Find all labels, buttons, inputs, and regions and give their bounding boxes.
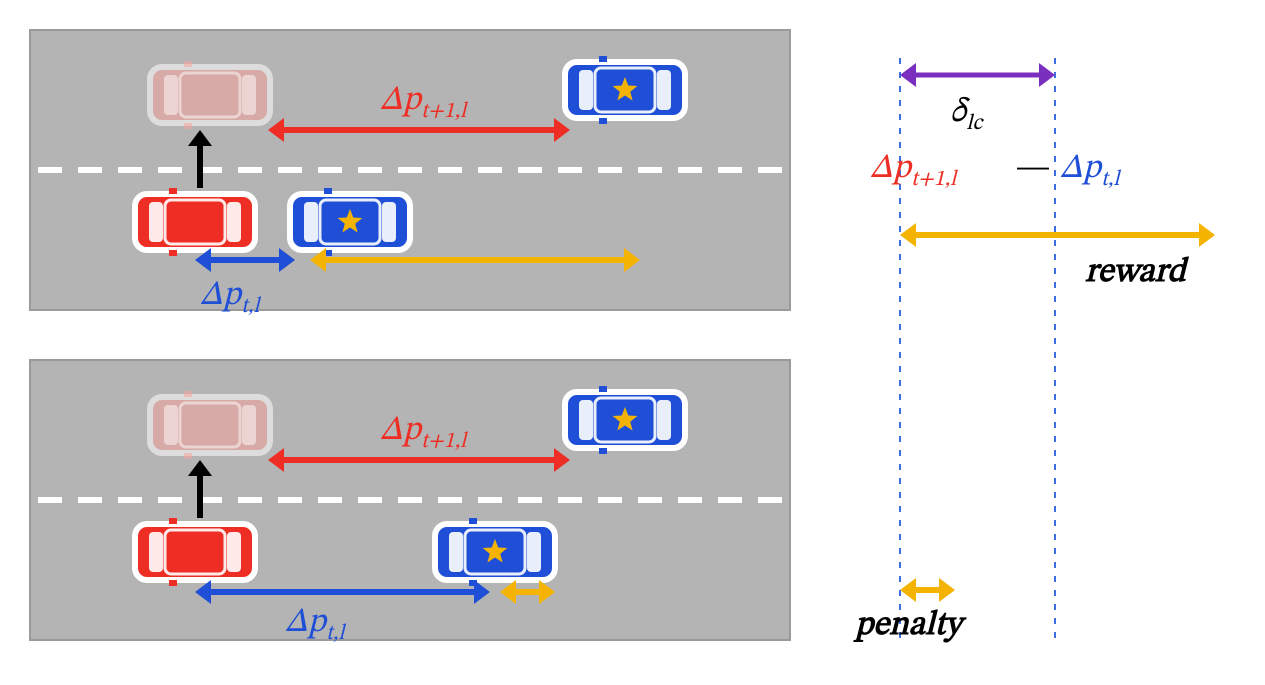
arrow-legend_penalty: [900, 578, 955, 602]
delta-p-text: Δp: [380, 84, 421, 118]
label-dp-next-top: Δpt+1,l: [380, 80, 466, 126]
delta-p-text: Δp: [870, 152, 911, 186]
car-bot_blue_far: [565, 386, 685, 454]
label-eq-minus: —: [1016, 148, 1050, 191]
car-bot_blue_near: [435, 518, 555, 586]
minus-sign: —: [1016, 152, 1050, 186]
label-dp-next-bottom: Δpt+1,l: [380, 410, 466, 456]
diagram-svg: [0, 0, 1265, 685]
label-dp-cur-top: Δpt,l: [200, 275, 259, 321]
arrow-legend_reward: [900, 223, 1215, 247]
delta-sym: δ: [950, 96, 966, 130]
diagram-canvas: Δpt+1,l Δpt,l Δpt+1,l Δpt,l δlc Δpt+1,l …: [0, 0, 1265, 685]
car-top_blue_near: [290, 188, 410, 256]
label-reward: reward: [1085, 252, 1186, 295]
subscript: t+1,l: [421, 101, 466, 123]
delta-p-text: Δp: [1060, 152, 1101, 186]
label-eq-rhs: Δpt,l: [1060, 148, 1119, 194]
subscript: t+1,l: [421, 431, 466, 453]
label-delta-lc: δlc: [950, 92, 982, 138]
car-bot_red: [135, 518, 255, 586]
subscript: t,l: [241, 296, 260, 318]
label-dp-cur-bottom: Δpt,l: [285, 602, 344, 648]
delta-p-text: Δp: [380, 414, 421, 448]
arrow-legend_delta_lc: [900, 63, 1055, 87]
subscript: t,l: [1101, 169, 1120, 191]
subscript: t,l: [326, 623, 345, 645]
car-top_blue_far: [565, 56, 685, 124]
subscript: lc: [966, 113, 982, 135]
car-bot_ghost_red: [150, 391, 270, 459]
delta-p-text: Δp: [285, 606, 326, 640]
label-eq-lhs: Δpt+1,l: [870, 148, 956, 194]
car-top_ghost_red: [150, 61, 270, 129]
delta-p-text: Δp: [200, 279, 241, 313]
label-penalty: penalty: [855, 605, 962, 648]
car-top_red: [135, 188, 255, 256]
subscript: t+1,l: [911, 169, 956, 191]
